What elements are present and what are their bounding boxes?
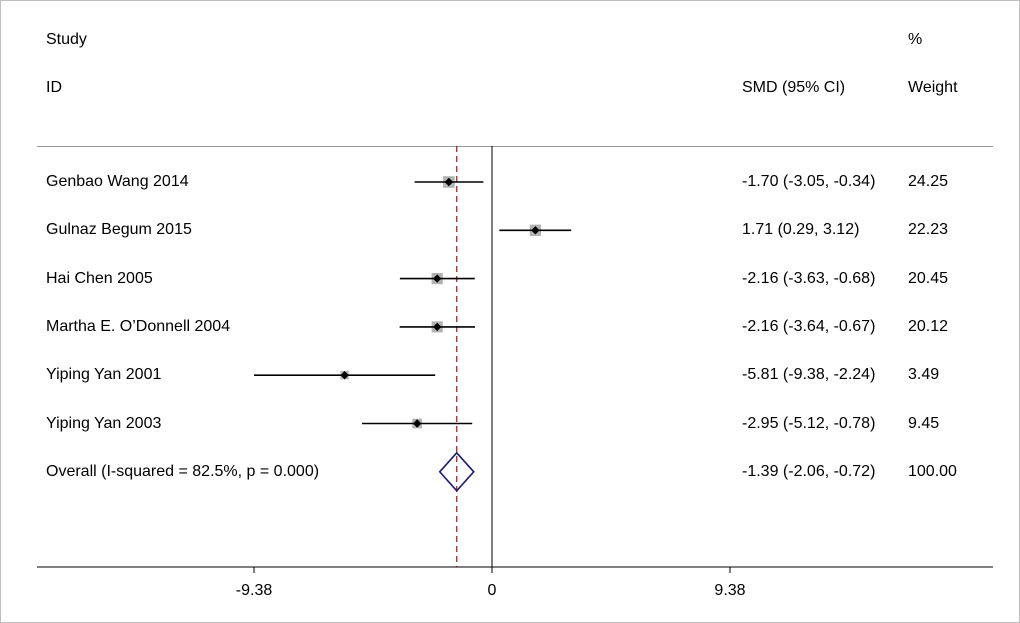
overall-label: Overall (I-squared = 82.5%, p = 0.000): [46, 462, 320, 480]
point-estimate: [432, 274, 442, 283]
study-ci-text: 1.71 (0.29, 3.12): [742, 221, 860, 239]
x-tick-label: 9.38: [714, 582, 745, 599]
study-ci-text: -2.95 (-5.12, -0.78): [742, 414, 876, 432]
study-name: Gulnaz Begum 2015: [46, 221, 192, 239]
study-name: Martha E. O’Donnell 2004: [46, 317, 231, 335]
study-name: Hai Chen 2005: [46, 269, 153, 287]
point-estimate: [340, 371, 349, 380]
overall-diamond: [438, 451, 475, 492]
study-weight-text: 3.49: [908, 366, 940, 384]
study-weight-text: 24.25: [908, 173, 949, 190]
point-estimate: [432, 322, 442, 332]
study-weight-text: 9.45: [908, 414, 940, 432]
study-ci-text: -5.81 (-9.38, -2.24): [742, 366, 876, 384]
study-ci-text: -1.70 (-3.05, -0.34): [742, 173, 876, 190]
header-divider: [37, 146, 993, 147]
study-weight-text: 20.45: [908, 269, 949, 287]
overall-weight-text: 100.00: [908, 462, 957, 480]
overall-ci-text: -1.39 (-2.06, -0.72): [742, 462, 876, 480]
point-estimate: [444, 177, 454, 187]
study-weight-text: 22.23: [908, 221, 949, 239]
x-tick-label: 0: [488, 582, 497, 599]
study-name: Yiping Yan 2003: [46, 414, 162, 432]
study-ci-text: -2.16 (-3.64, -0.67): [742, 317, 876, 335]
point-estimate: [412, 419, 422, 428]
study-name: Genbao Wang 2014: [46, 173, 189, 190]
study-ci-text: -2.16 (-3.63, -0.68): [742, 269, 876, 287]
header-study: Study: [46, 31, 87, 48]
study-weight-text: 20.12: [908, 317, 949, 335]
header-id: ID: [46, 79, 62, 96]
x-tick-label: -9.38: [236, 582, 273, 599]
study-name: Yiping Yan 2001: [46, 366, 162, 384]
header-weight-percent: %: [908, 31, 923, 48]
point-estimate: [531, 226, 540, 235]
header-effect: SMD (95% CI): [742, 79, 846, 96]
header-weight: Weight: [908, 79, 958, 96]
